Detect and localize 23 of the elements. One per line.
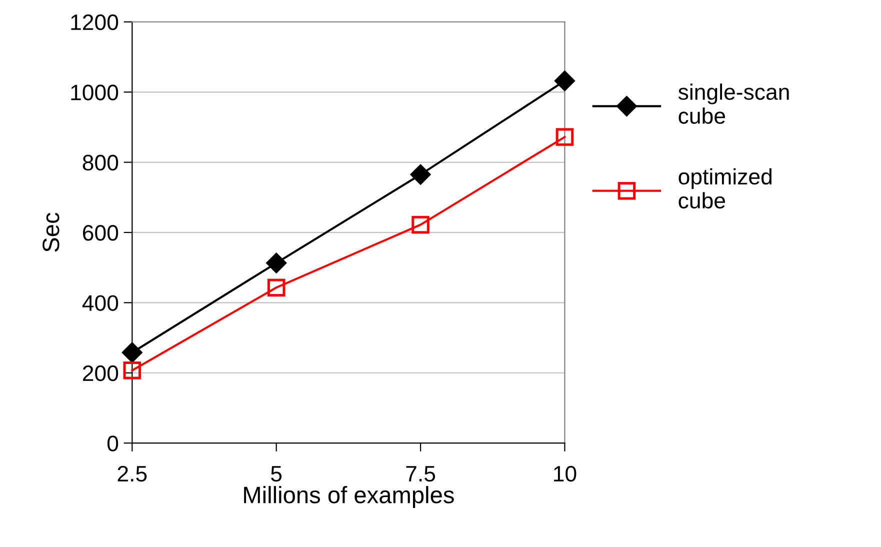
x-tick-label: 7.5 bbox=[406, 466, 436, 482]
y-axis-title: Sec bbox=[42, 212, 60, 252]
point bbox=[123, 362, 142, 380]
point bbox=[267, 278, 286, 296]
y-tick-label: 800 bbox=[82, 154, 118, 171]
y-tick-label: 1000 bbox=[71, 84, 118, 100]
x-tick-label: 2.5 bbox=[118, 466, 147, 482]
y-tick-label: 600 bbox=[83, 225, 118, 241]
legend-label: optimized cube bbox=[678, 168, 772, 208]
y-tick-label: 400 bbox=[82, 295, 118, 311]
x-axis-title: Millions of examples bbox=[244, 486, 454, 508]
y-tick-label: 1200 bbox=[71, 14, 118, 30]
x-tick-label: 10 bbox=[554, 466, 576, 482]
y-tick-label: 0 bbox=[107, 436, 118, 452]
y-tick-label: 200 bbox=[83, 365, 118, 382]
point bbox=[410, 164, 431, 185]
point bbox=[122, 342, 142, 363]
point bbox=[554, 70, 575, 91]
legend-label: single-scan cube bbox=[678, 84, 789, 124]
point bbox=[266, 252, 286, 274]
point bbox=[556, 128, 574, 146]
x-tick-label: 5 bbox=[271, 466, 282, 482]
point bbox=[412, 216, 430, 234]
